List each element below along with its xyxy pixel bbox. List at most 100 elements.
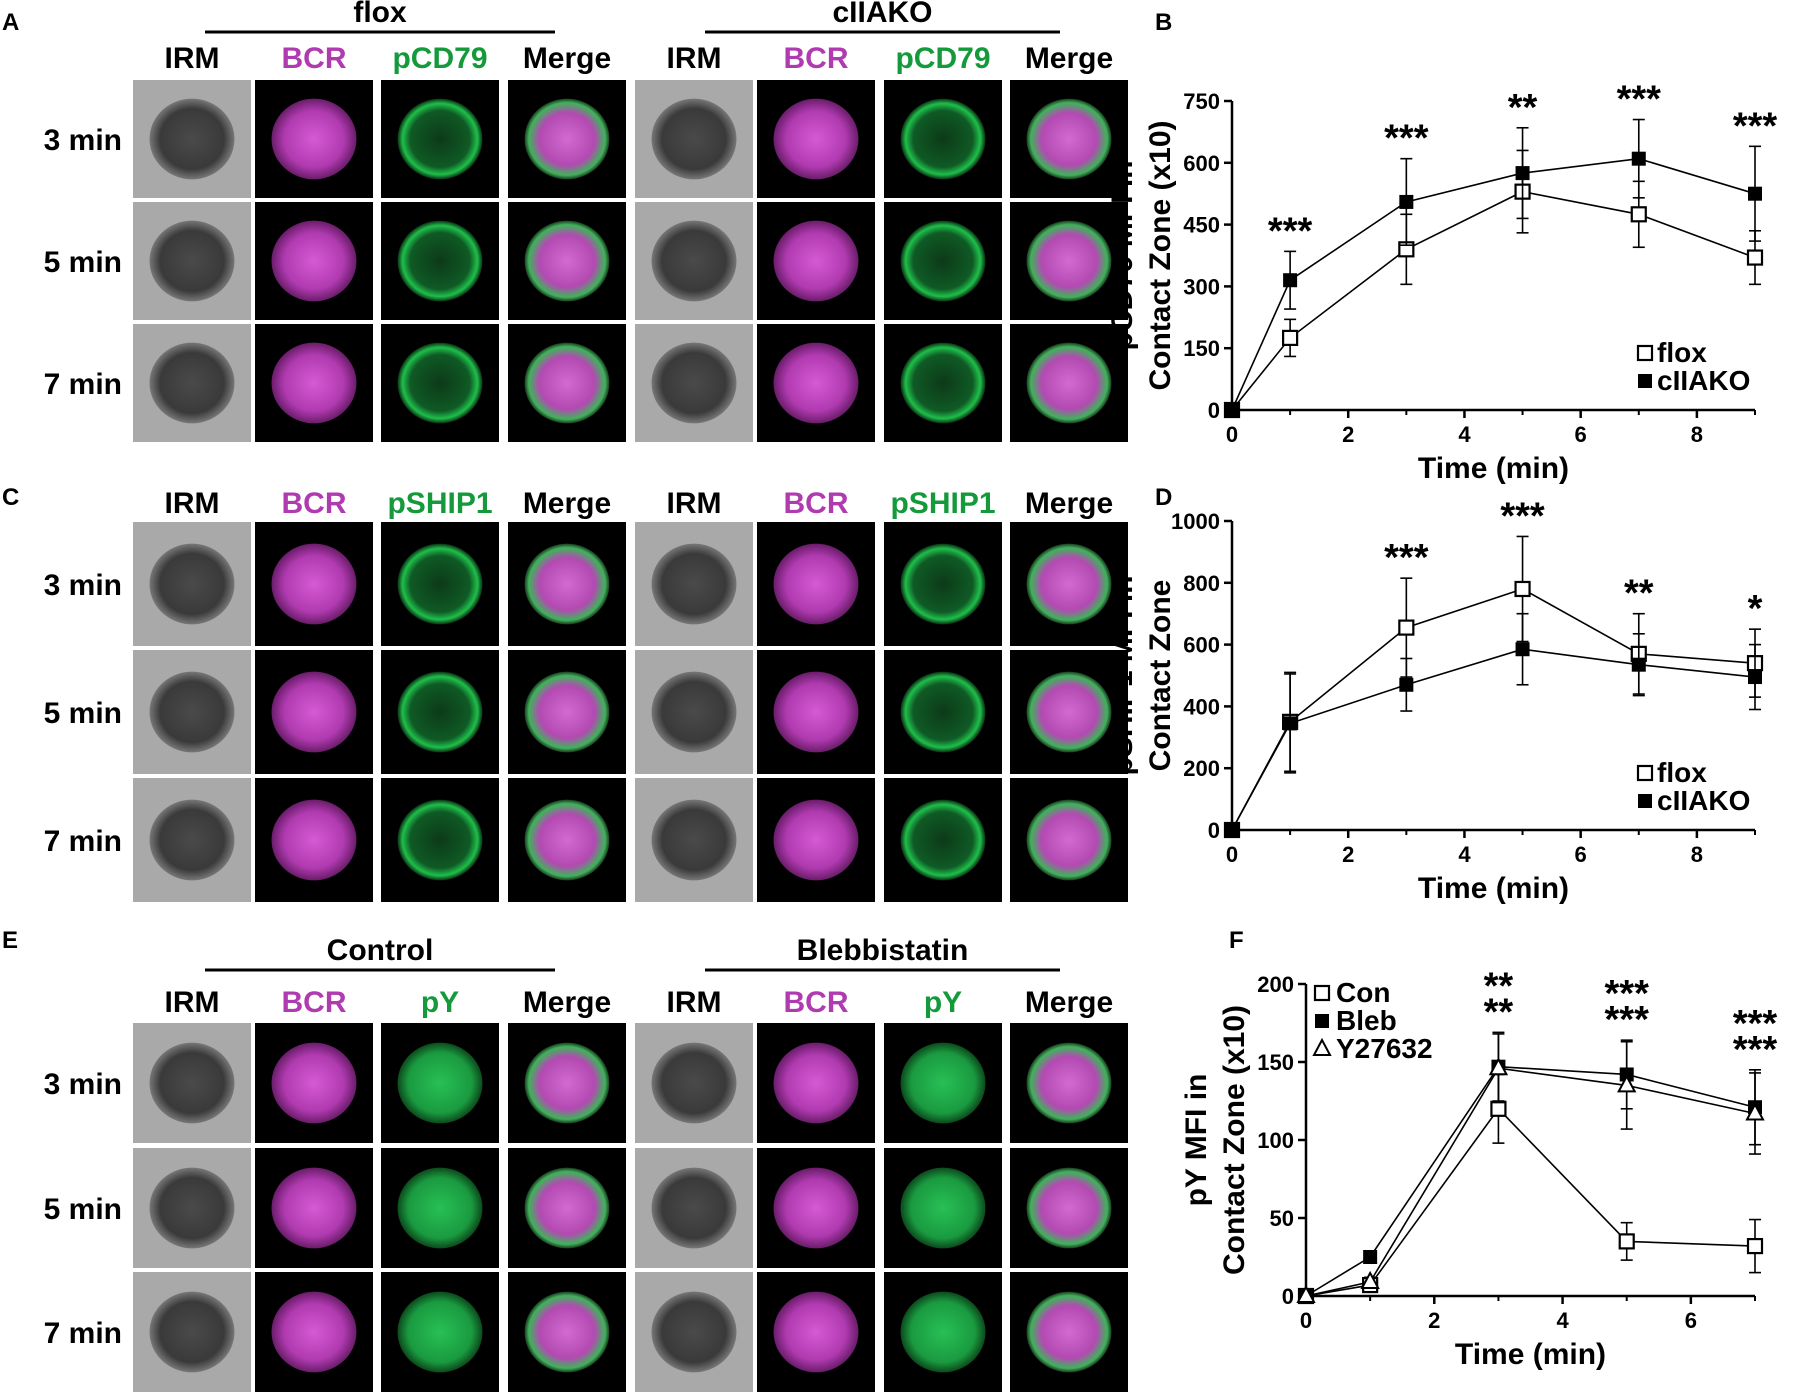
- image-tile: [133, 1023, 251, 1143]
- data-point: [1618, 1233, 1635, 1250]
- image-tile: [133, 1272, 251, 1392]
- x-axis-label: Time (min): [1418, 872, 1569, 905]
- y-tick-label: 0: [1282, 1284, 1294, 1309]
- image-tile: [133, 522, 251, 646]
- data-point: [1315, 1014, 1329, 1028]
- column-header: IRM: [667, 42, 722, 75]
- column-header: Merge: [523, 42, 611, 75]
- column-header: BCR: [784, 487, 849, 520]
- image-tile: [381, 1023, 499, 1143]
- image-tile: [255, 324, 373, 442]
- data-point: [1283, 716, 1298, 731]
- column-header: Merge: [1025, 986, 1113, 1019]
- column-header: pCD79: [895, 42, 990, 75]
- image-tile: [133, 778, 251, 902]
- image-tile: [255, 80, 373, 198]
- image-tile: [635, 650, 753, 774]
- series-line: [1305, 1107, 1756, 1297]
- image-tile: [1010, 80, 1128, 198]
- column-header: IRM: [667, 986, 722, 1019]
- image-tile: [508, 522, 626, 646]
- column-header: BCR: [784, 986, 849, 1019]
- x-axis-label: Time (min): [1455, 1338, 1606, 1371]
- image-tile: [1010, 202, 1128, 320]
- image-tile: [255, 1272, 373, 1392]
- image-tile: [255, 1148, 373, 1268]
- row-label: 7 min: [44, 825, 122, 858]
- x-tick-label: 2: [1342, 842, 1354, 867]
- image-tile: [635, 1148, 753, 1268]
- data-point: [1631, 151, 1646, 166]
- data-point: [1636, 764, 1654, 782]
- data-point: [1360, 1270, 1380, 1289]
- image-tile: [757, 80, 875, 198]
- data-point: [1363, 1250, 1378, 1264]
- x-tick-label: 8: [1691, 422, 1703, 447]
- column-header: IRM: [667, 487, 722, 520]
- data-point: [1748, 186, 1762, 201]
- x-tick-label: 2: [1428, 1308, 1440, 1333]
- panel-C: C IRM BCR pSHIP1 Merge IRM BCR pSHIP1 Merge 3 min…: [2, 484, 1113, 858]
- image-tile: [757, 778, 875, 902]
- panel-letter: F: [1229, 927, 1244, 954]
- series-cIIAKO: [1225, 118, 1762, 417]
- significance-mark: ***: [1384, 537, 1429, 579]
- data-point: [1488, 1057, 1509, 1076]
- image-tile: [381, 324, 499, 442]
- y-tick-label: 750: [1183, 89, 1220, 114]
- x-tick-label: 6: [1575, 842, 1587, 867]
- significance-mark: **: [1484, 965, 1514, 1007]
- y-tick-label: 50: [1270, 1206, 1294, 1231]
- column-header: pCD79: [392, 42, 487, 75]
- data-point: [1746, 1237, 1764, 1255]
- image-tile: [884, 324, 1002, 442]
- image-tile: [508, 650, 626, 774]
- row-label: 3 min: [44, 124, 122, 157]
- data-point: [1630, 206, 1647, 223]
- series-Y27632: [1296, 1033, 1765, 1303]
- image-tile: [1010, 522, 1128, 646]
- image-tile: [757, 1023, 875, 1143]
- series-Con: [1297, 1073, 1764, 1305]
- image-tile: [757, 650, 875, 774]
- data-point: [1225, 403, 1239, 417]
- column-header: IRM: [165, 986, 220, 1019]
- image-tile: [884, 1023, 1002, 1143]
- legend-label: Bleb: [1336, 1005, 1397, 1036]
- column-header: BCR: [784, 42, 849, 75]
- image-tile: [508, 1023, 626, 1143]
- panel-letter: D: [1155, 484, 1172, 511]
- image-tile: [255, 202, 373, 320]
- significance-mark: ***: [1605, 973, 1650, 1015]
- significance-mark: ***: [1605, 999, 1650, 1041]
- column-header: pY: [924, 986, 962, 1019]
- series-line: [1231, 157, 1756, 411]
- row-label: 3 min: [44, 569, 122, 602]
- image-tile: [884, 522, 1002, 646]
- column-header: Merge: [523, 487, 611, 520]
- series-line: [1231, 648, 1756, 831]
- x-axis-label: Time (min): [1418, 452, 1569, 485]
- significance-mark: **: [1624, 573, 1654, 615]
- data-point: [1638, 794, 1652, 808]
- data-point: [1514, 580, 1531, 598]
- image-tile: [381, 1148, 499, 1268]
- data-point: [1282, 329, 1299, 346]
- legend-label: flox: [1657, 337, 1707, 368]
- column-header: pSHIP1: [387, 487, 492, 520]
- panel-letter: C: [2, 484, 19, 511]
- data-point: [1746, 249, 1764, 266]
- y-axis-label: pCD79 MFI in Contact Zone (x10): [1106, 120, 1177, 390]
- legend-label: Y27632: [1336, 1033, 1433, 1064]
- significance-mark: ***: [1733, 1029, 1778, 1071]
- x-tick-label: 8: [1691, 842, 1703, 867]
- data-point: [1490, 1100, 1507, 1117]
- panel-letter: A: [2, 9, 19, 36]
- column-header: pSHIP1: [890, 487, 995, 520]
- data-point: [1745, 1102, 1765, 1121]
